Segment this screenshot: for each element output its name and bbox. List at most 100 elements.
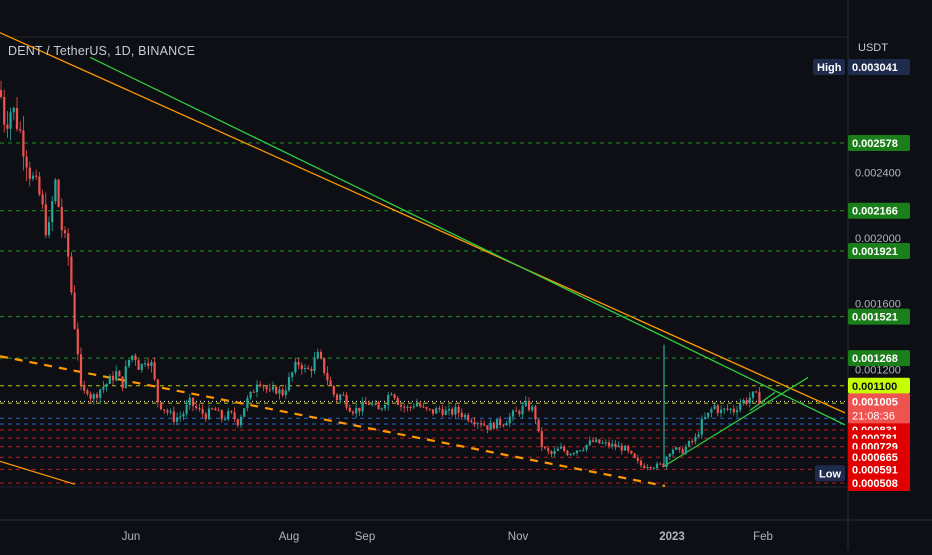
candle-body xyxy=(630,450,633,454)
last-price-countdown: 21:08:36 xyxy=(852,410,895,422)
candle-body xyxy=(287,377,291,391)
high-label: High xyxy=(817,62,842,74)
candle-body xyxy=(95,394,99,398)
candle-body xyxy=(70,256,73,293)
candle-body xyxy=(406,406,409,408)
candle-body xyxy=(31,175,35,179)
candle-body xyxy=(374,403,377,405)
candle-body xyxy=(703,417,707,419)
candle-body xyxy=(575,450,579,454)
candle-body xyxy=(617,445,620,448)
candle-body xyxy=(713,405,716,410)
level-tag-14: 0.000508 xyxy=(852,478,898,490)
candle-body xyxy=(649,467,652,469)
candle-body xyxy=(633,453,636,458)
candle-body xyxy=(710,409,713,413)
level-tag-0-bg xyxy=(848,135,910,152)
candle-body xyxy=(307,367,310,369)
candle-body xyxy=(166,410,169,413)
level-tag-4-bg xyxy=(848,350,910,367)
candle-body xyxy=(540,431,543,448)
candle-body xyxy=(351,411,355,414)
candle-body xyxy=(188,397,191,406)
candle-body xyxy=(393,394,396,399)
candle-body xyxy=(268,389,271,391)
candle-body xyxy=(367,404,371,406)
candle-body xyxy=(460,412,463,417)
candle-body xyxy=(377,404,380,410)
x-tick-label: Nov xyxy=(508,531,529,543)
candle-body xyxy=(623,445,627,451)
candle-body xyxy=(163,409,166,411)
price-axis[interactable]: USDT 0.002400 0.002000 0.001600 0.001200 High… xyxy=(813,42,910,491)
candle-body xyxy=(639,460,643,466)
candle-body xyxy=(665,456,668,468)
y-tick-label: 0.002400 xyxy=(855,167,901,179)
candle-body xyxy=(275,386,278,394)
level-tag-3: 0.001521 xyxy=(852,312,898,324)
candle-body xyxy=(723,408,726,410)
candle-body xyxy=(534,406,537,420)
candle-body xyxy=(175,417,179,422)
candle-body xyxy=(751,391,755,398)
candle-body xyxy=(131,355,134,360)
candle-body xyxy=(127,359,131,367)
candle-body xyxy=(319,351,323,359)
level-tag-13: 0.000591 xyxy=(852,464,898,476)
candle-body xyxy=(457,406,460,413)
candle-body xyxy=(246,397,249,409)
candle-body xyxy=(553,450,556,455)
candle-body xyxy=(403,406,406,408)
candle-body xyxy=(323,358,326,373)
candle-body xyxy=(51,201,54,222)
candle-body xyxy=(76,328,79,355)
candle-body xyxy=(495,419,499,429)
candle-body xyxy=(614,443,617,448)
trendline-orange-lower xyxy=(0,460,76,485)
candle-body xyxy=(361,402,364,412)
candle-body xyxy=(313,358,316,372)
candle-body xyxy=(0,90,3,97)
candle-body xyxy=(19,129,22,131)
candle-body xyxy=(671,449,675,454)
candle-body xyxy=(684,446,687,454)
candle-body xyxy=(505,423,508,426)
candle-body xyxy=(604,442,607,444)
candle-body xyxy=(137,360,140,370)
time-axis[interactable]: Jun Aug Sep Nov 2023 Feb xyxy=(122,531,773,543)
candle-body xyxy=(729,408,732,410)
candle-body xyxy=(342,394,345,396)
candle-body xyxy=(620,445,623,451)
candle-body xyxy=(515,410,518,412)
candle-body xyxy=(57,179,60,207)
candle-body xyxy=(67,233,70,257)
candle-body xyxy=(601,442,604,444)
candle-body xyxy=(681,449,684,454)
candle-body xyxy=(150,362,153,366)
candle-body xyxy=(284,390,287,396)
level-tag-0: 0.002578 xyxy=(852,138,898,150)
candle-body xyxy=(60,206,63,231)
candle-body xyxy=(83,384,86,391)
candle-body xyxy=(476,423,479,425)
candle-body xyxy=(643,465,646,469)
candle-body xyxy=(227,411,230,420)
candle-body xyxy=(396,398,399,405)
candle-body xyxy=(726,408,729,410)
candle-body xyxy=(428,408,431,410)
candle-body xyxy=(3,96,6,125)
candle-body xyxy=(486,425,489,430)
candle-body xyxy=(585,444,588,450)
candle-body xyxy=(6,124,9,129)
candle-body xyxy=(92,394,95,399)
candle-body xyxy=(716,405,719,414)
candle-body xyxy=(281,389,284,396)
high-value-bg xyxy=(848,59,910,75)
candle-body xyxy=(303,367,307,370)
candle-body xyxy=(54,179,57,202)
candle-body xyxy=(355,407,358,414)
candle-body xyxy=(159,402,163,410)
candle-body xyxy=(473,422,476,425)
